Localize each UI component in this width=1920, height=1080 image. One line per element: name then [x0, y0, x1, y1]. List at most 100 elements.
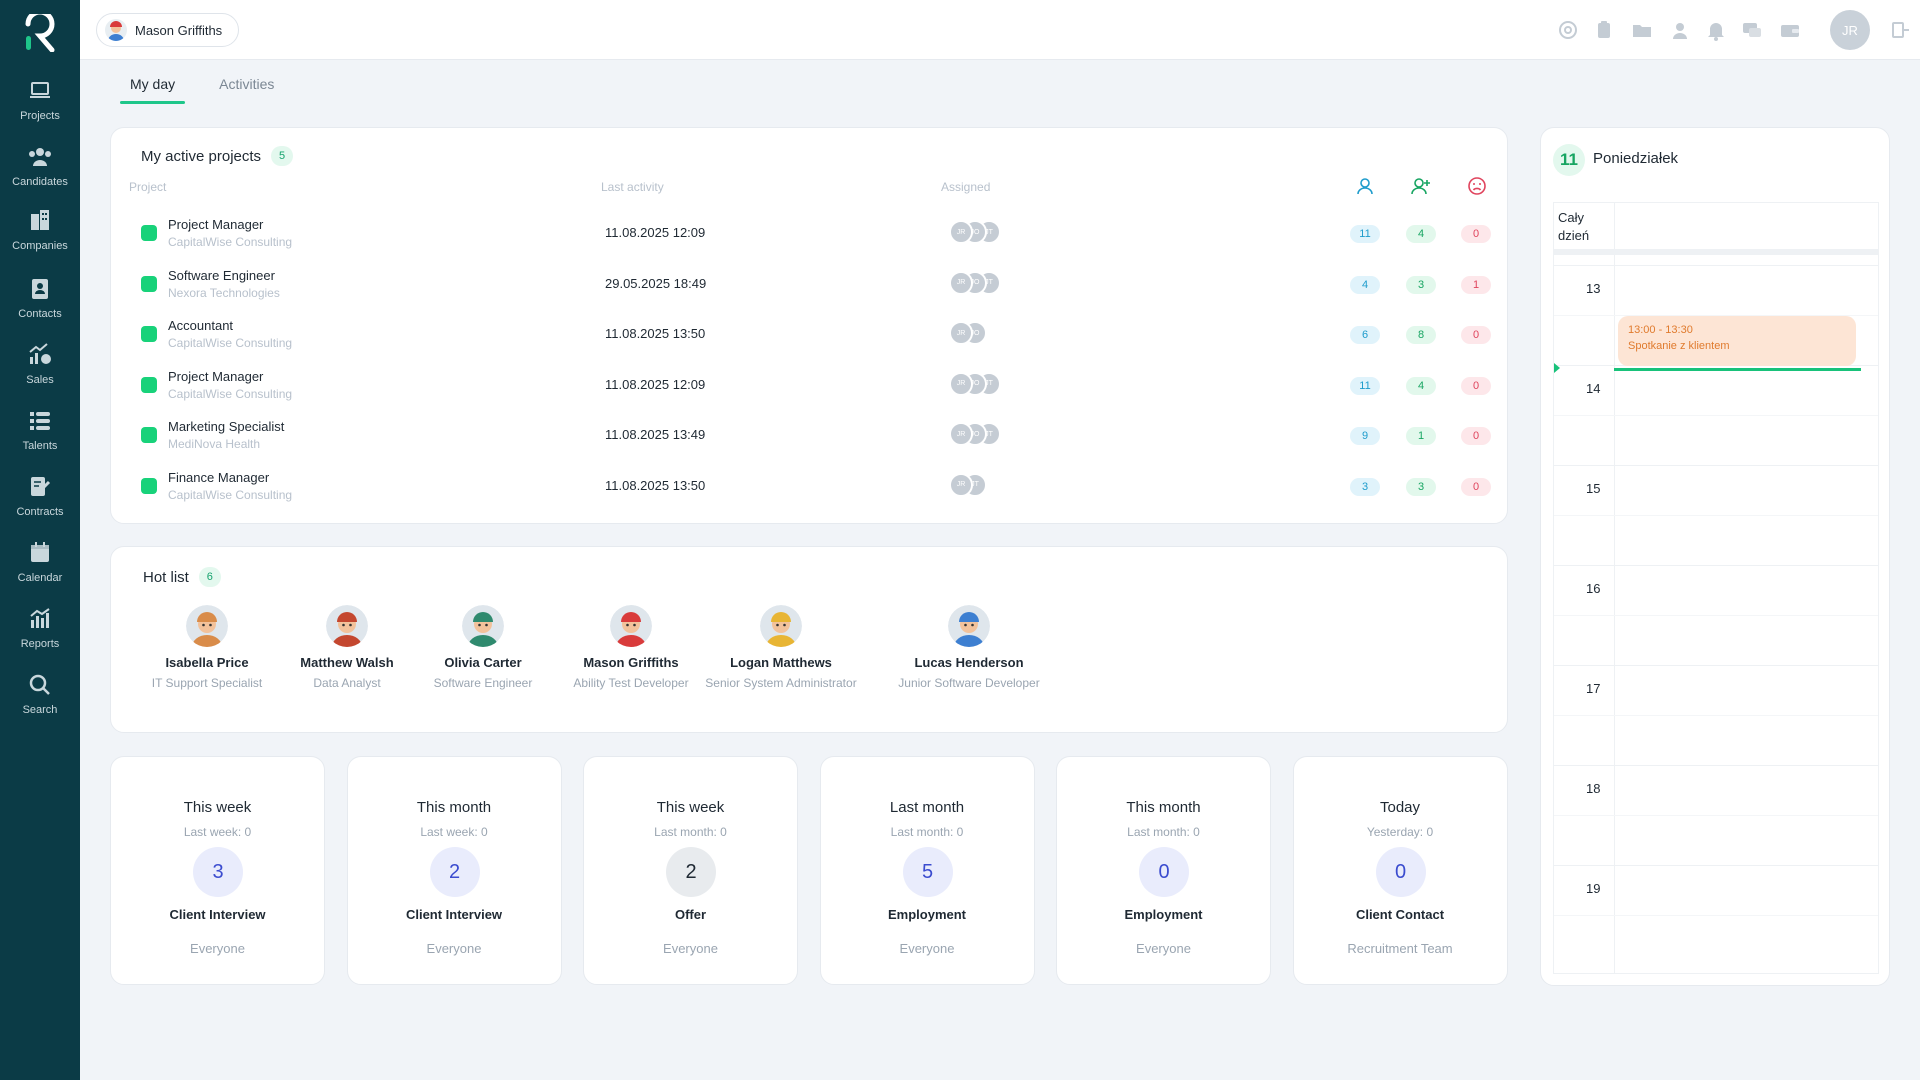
calendar-day-number[interactable]: 11 [1553, 144, 1585, 176]
candidates-count[interactable]: 4 [1350, 275, 1380, 294]
sidebar-item-reports[interactable]: Reports [0, 606, 80, 668]
project-last-activity: 11.08.2025 13:50 [605, 477, 706, 493]
sidebar-item-search[interactable]: Search [0, 672, 80, 734]
stat-period: This month [1126, 799, 1201, 816]
stat-card[interactable]: Today Yesterday: 0 0 Client Contact Recruitm… [1292, 756, 1508, 985]
person-role: Ability Test Developer [573, 676, 689, 690]
person-name: Logan Matthews [730, 655, 832, 670]
user-chip[interactable]: Mason Griffiths [96, 13, 240, 47]
project-name[interactable]: Project Manager [168, 368, 264, 384]
folder-icon[interactable] [1630, 18, 1654, 42]
stat-period: Last month [889, 799, 965, 816]
stat-card[interactable]: This week Last month: 0 2 Offer Everyone [583, 756, 798, 985]
added-count[interactable]: 8 [1406, 326, 1436, 344]
stat-type: Employment [1124, 907, 1203, 922]
stat-card[interactable]: This month Last week: 0 2 Client Interview E… [346, 756, 562, 985]
logo-icon[interactable] [22, 14, 58, 52]
at-sign-icon[interactable] [1556, 18, 1580, 42]
building-icon [31, 210, 49, 230]
hot-list-person[interactable]: Isabella Price IT Support Specialist [127, 605, 287, 690]
stat-type: Offer [674, 907, 707, 922]
half-hour-line [1554, 715, 1878, 716]
stat-card[interactable]: This month Last month: 0 0 Employment Everyo… [1056, 756, 1271, 985]
stat-value: 3 [193, 847, 243, 897]
sidebar-item-talents[interactable]: Talents [0, 408, 80, 470]
logout-icon[interactable] [1888, 18, 1912, 42]
wallet-icon[interactable] [1778, 18, 1802, 42]
event-time: 13:00 - 13:30 [1628, 324, 1693, 336]
column-assigned: Assigned [941, 180, 991, 194]
rejected-count[interactable]: 1 [1461, 275, 1491, 294]
list-icon [30, 412, 50, 430]
worker-icon[interactable] [1668, 18, 1692, 42]
project-row[interactable]: Marketing Specialist MediNova Health 11.08… [111, 412, 1507, 462]
person-name: Matthew Walsh [300, 655, 394, 670]
added-count[interactable]: 3 [1406, 275, 1436, 294]
project-status-dot [141, 376, 157, 393]
candidates-count[interactable]: 3 [1350, 477, 1380, 496]
rejected-count[interactable]: 0 [1461, 326, 1491, 344]
project-company: CapitalWise Consulting [168, 386, 293, 401]
hot-list-person[interactable]: Olivia Carter Software Engineer [403, 605, 563, 690]
stat-comparison: Last month: 0 [1127, 825, 1200, 839]
chat-icon[interactable] [1740, 18, 1764, 42]
people-icon [29, 148, 51, 166]
project-row[interactable]: Project Manager CapitalWise Consulting 11.… [111, 362, 1507, 412]
hot-list-person[interactable]: Lucas Henderson Junior Software Developer [889, 605, 1049, 690]
sidebar-item-contracts[interactable]: Contracts [0, 474, 80, 536]
half-hour-line [1554, 615, 1878, 616]
tab-my-day[interactable]: My day [120, 70, 186, 104]
hot-list-person[interactable]: Mason Griffiths Ability Test Developer [551, 605, 711, 690]
rejected-count[interactable]: 0 [1461, 376, 1491, 395]
rejected-count[interactable]: 0 [1461, 477, 1491, 496]
sales-chart-icon [29, 343, 51, 364]
clipboard-icon[interactable] [1592, 18, 1616, 42]
reports-icon [30, 608, 50, 628]
added-count[interactable]: 4 [1406, 376, 1436, 395]
project-row[interactable]: Finance Manager CapitalWise Consulting 11.… [111, 463, 1507, 513]
profile-avatar[interactable]: JR [1830, 10, 1870, 50]
sidebar-item-calendar[interactable]: Calendar [0, 540, 80, 602]
person-role: Junior Software Developer [898, 676, 1040, 690]
candidates-count[interactable]: 11 [1350, 225, 1380, 243]
hot-list-person[interactable]: Matthew Walsh Data Analyst [267, 605, 427, 690]
project-row[interactable]: Project Manager CapitalWise Consulting 11.… [111, 210, 1507, 260]
calendar-grid[interactable]: Cały dzień 13 14 15 16 17 18 19 13:00 - 13:30 … [1553, 202, 1879, 974]
tab-activities[interactable]: Activities [219, 76, 275, 92]
sidebar-item-label: Search [22, 704, 58, 716]
project-name[interactable]: Marketing Specialist [168, 419, 285, 434]
sidebar-item-candidates[interactable]: Candidates [0, 144, 80, 206]
project-status-dot [141, 477, 157, 494]
candidates-count[interactable]: 6 [1350, 326, 1380, 344]
project-name[interactable]: Accountant [168, 318, 234, 333]
top-bar: Mason Griffiths JR [80, 0, 1920, 60]
hot-list-person[interactable]: Logan Matthews Senior System Administrato… [701, 605, 861, 690]
project-last-activity: 11.08.2025 12:09 [605, 376, 706, 392]
user-avatar [105, 19, 127, 41]
project-name[interactable]: Project Manager [168, 217, 264, 232]
project-row[interactable]: Software Engineer Nexora Technologies 29.0… [111, 261, 1507, 311]
sidebar-item-companies[interactable]: Companies [0, 208, 80, 270]
stat-audience: Everyone [1136, 941, 1191, 956]
project-row[interactable]: Accountant CapitalWise Consulting 11.08.20… [111, 311, 1507, 361]
rejected-count[interactable]: 0 [1461, 427, 1491, 445]
candidates-count[interactable]: 11 [1350, 376, 1380, 395]
stat-card[interactable]: This week Last week: 0 3 Client Interview Ev… [110, 756, 325, 985]
project-name[interactable]: Software Engineer [168, 267, 275, 283]
stat-card[interactable]: Last month Last month: 0 5 Employment Everyo… [819, 756, 1035, 985]
calendar-event[interactable]: 13:00 - 13:30 Spotkanie z klientem [1618, 316, 1856, 366]
stat-period: This month [416, 799, 492, 816]
added-count[interactable]: 3 [1406, 477, 1436, 496]
hour-line [1554, 765, 1878, 766]
bell-icon[interactable] [1704, 18, 1728, 42]
added-count[interactable]: 1 [1406, 427, 1436, 445]
stat-type: Employment [887, 907, 966, 922]
sidebar-item-contacts[interactable]: Contacts [0, 276, 80, 338]
sidebar-item-sales[interactable]: Sales [0, 342, 80, 404]
candidates-count[interactable]: 9 [1350, 427, 1380, 445]
added-count[interactable]: 4 [1406, 225, 1436, 243]
project-name[interactable]: Finance Manager [168, 469, 270, 485]
sidebar-item-projects[interactable]: Projects [0, 78, 80, 140]
rejected-count[interactable]: 0 [1461, 225, 1491, 243]
hour-line [1554, 665, 1878, 666]
